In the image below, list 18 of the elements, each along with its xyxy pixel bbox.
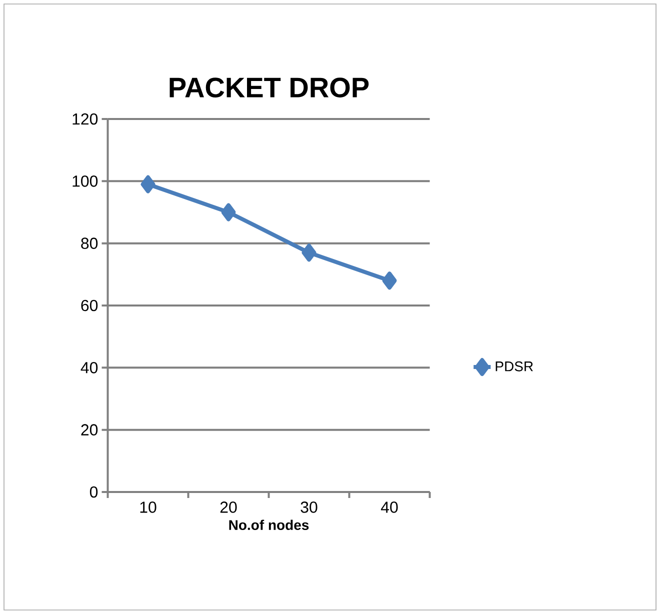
y-tick-label: 100 xyxy=(72,176,98,187)
point xyxy=(302,244,316,262)
legend-label: PDSR xyxy=(496,361,533,372)
y-tick-label: 40 xyxy=(80,362,98,374)
y-tick-label: 20 xyxy=(81,424,98,436)
point xyxy=(382,272,397,290)
x-tick-label: 30 xyxy=(300,502,318,513)
x-tick-label: 40 xyxy=(380,502,398,513)
y-tick-label: 60 xyxy=(81,300,98,312)
y-tick-label: 0 xyxy=(90,486,98,498)
point xyxy=(140,175,156,194)
x-axis-title: No.of nodes xyxy=(229,520,309,530)
y-tick-label: 80 xyxy=(81,238,98,249)
y-tick-label: 120 xyxy=(72,113,98,125)
chart-title: PACKET DROP xyxy=(170,78,369,98)
x-tick-label: 10 xyxy=(140,502,156,513)
point xyxy=(221,203,236,222)
x-tick-label: 20 xyxy=(220,502,237,513)
